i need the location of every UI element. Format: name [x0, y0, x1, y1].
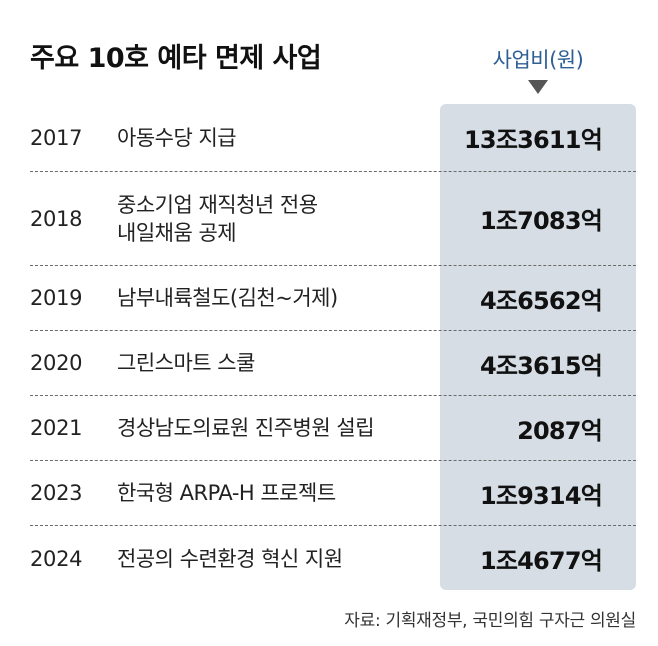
table-body: 2017 아동수당 지급 13조3611억 2018 중소기업 재직청년 전용 내일채움…	[30, 104, 636, 591]
table-row: 2017 아동수당 지급 13조3611억	[30, 104, 636, 172]
project-cell: 경상남도의료원 진주병원 설립	[117, 416, 375, 440]
project-cell: 중소기업 재직청년 전용 내일채움 공제	[117, 192, 318, 245]
amount-cell: 1조9314억	[479, 481, 603, 510]
down-arrow-icon	[528, 80, 548, 94]
chart-title: 주요 10호 예타 면제 사업	[30, 43, 322, 74]
amount-cell: 1조4677억	[479, 547, 603, 575]
table-row: 2024 전공의 수련환경 혁신 지원 1조4677억	[30, 526, 636, 591]
value-column-band	[440, 104, 636, 590]
year-cell: 2018	[30, 206, 83, 231]
table-row: 2021 경상남도의료원 진주병원 설립 2087억	[30, 396, 636, 461]
year-cell: 2019	[30, 286, 83, 310]
amount-cell: 4조3615억	[479, 351, 603, 380]
table-row: 2020 그린스마트 스쿨 4조3615억	[30, 331, 636, 396]
project-cell: 아동수당 지급	[117, 125, 237, 150]
project-cell: 한국형 ARPA-H 프로젝트	[117, 481, 336, 505]
project-cell: 전공의 수련환경 혁신 지원	[117, 546, 343, 571]
value-column-header: 사업비(원)	[492, 48, 584, 72]
project-cell: 남부내륙철도(김천~거제)	[117, 286, 338, 310]
table-row: 2023 한국형 ARPA-H 프로젝트 1조9314억	[30, 461, 636, 526]
year-cell: 2024	[30, 546, 83, 571]
amount-cell: 4조6562억	[479, 286, 603, 315]
table-row: 2019 남부내륙철도(김천~거제) 4조6562억	[30, 266, 636, 331]
year-cell: 2020	[30, 351, 83, 375]
year-cell: 2021	[30, 416, 83, 440]
year-cell: 2017	[30, 125, 83, 150]
amount-cell: 13조3611억	[464, 126, 603, 154]
table-row: 2018 중소기업 재직청년 전용 내일채움 공제 1조7083억	[30, 172, 636, 266]
year-cell: 2023	[30, 481, 83, 505]
source-note: 자료: 기획재정부, 국민의힘 구자근 의원실	[344, 611, 636, 631]
amount-cell: 2087억	[517, 416, 603, 445]
project-cell: 그린스마트 스쿨	[117, 351, 255, 375]
amount-cell: 1조7083억	[479, 207, 603, 235]
